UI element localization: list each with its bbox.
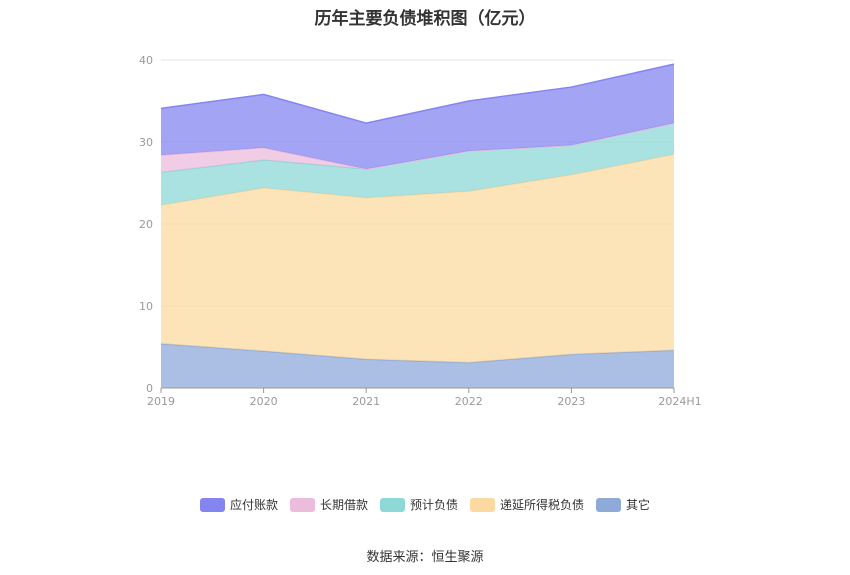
x-tick-label: 2021 [352, 395, 380, 408]
x-tick-label: 2023 [557, 395, 585, 408]
x-tick-label: 2024H1 [658, 395, 701, 408]
y-tick-label: 20 [139, 218, 153, 231]
legend-item[interactable]: 预计负债 [379, 496, 458, 513]
legend-swatch [596, 497, 622, 512]
legend-item[interactable]: 递延所得税负债 [470, 496, 584, 513]
legend-item[interactable]: 其它 [596, 496, 650, 513]
area-series [161, 343, 674, 388]
legend-label: 长期借款 [319, 498, 368, 512]
x-tick-label: 2022 [455, 395, 483, 408]
legend-item[interactable]: 长期借款 [289, 496, 368, 513]
x-tick-label: 2020 [250, 395, 278, 408]
y-tick-label: 30 [139, 136, 153, 149]
y-tick-label: 0 [146, 382, 153, 395]
area-series [161, 123, 674, 173]
legend-swatch [379, 497, 405, 512]
area-series [161, 154, 674, 363]
y-tick-label: 40 [139, 54, 153, 67]
legend-swatch [199, 497, 225, 512]
area-series [161, 123, 674, 206]
y-tick-label: 10 [139, 300, 153, 313]
chart-title: 历年主要负债堆积图（亿元） [314, 9, 536, 29]
legend-swatch [470, 497, 495, 512]
legend-label: 预计负债 [409, 498, 458, 512]
area-series-layer [160, 63, 675, 388]
legend-label: 应付账款 [229, 498, 278, 512]
area-series-line [160, 63, 675, 124]
x-tick-label: 2019 [147, 395, 175, 408]
axes: 0 10 20 30 40 2019 2020 2021 2022 2023 2024H1 [139, 54, 702, 408]
legend: 应付账款 长期借款 预计负债 递延所得税负债 其它 [0, 496, 850, 513]
legend-item[interactable]: 应付账款 [199, 496, 278, 513]
legend-swatch [289, 497, 315, 512]
data-source-note: 数据来源：恒生聚源 [366, 550, 484, 565]
legend-label: 递延所得税负债 [500, 498, 585, 512]
area-series [161, 64, 674, 170]
legend-label: 其它 [626, 498, 651, 512]
